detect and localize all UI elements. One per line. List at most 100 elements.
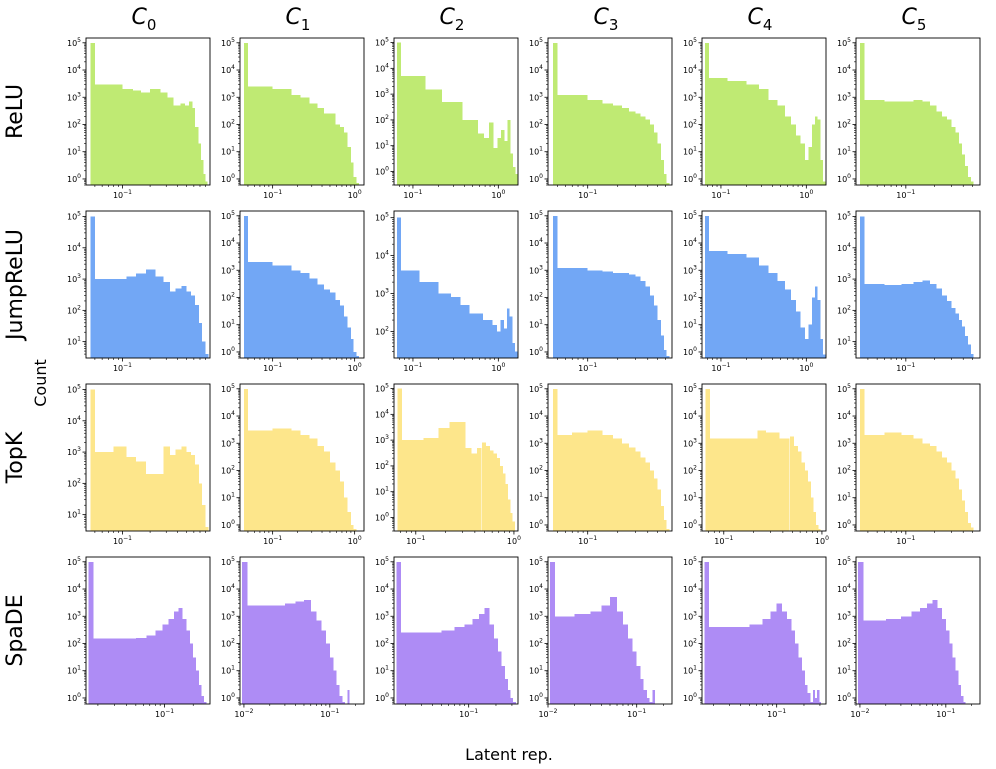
histogram-bar [632, 651, 637, 704]
y-tick-label: 100 [683, 173, 697, 184]
histogram-bar [500, 320, 504, 358]
histogram-bar [804, 159, 809, 185]
y-tick-label: 105 [67, 37, 81, 48]
histogram-bar [484, 608, 490, 704]
y-tick-label: 103 [683, 610, 697, 621]
histogram-bar [272, 265, 292, 358]
histogram-bar [635, 451, 641, 531]
histogram-bar [811, 297, 815, 358]
histogram-bar [657, 143, 661, 185]
histogram-bar [135, 273, 146, 358]
column-title-2: C2 [440, 5, 465, 34]
histogram-bar [553, 388, 558, 531]
histogram-bar [770, 611, 777, 704]
y-tick-label: 105 [221, 210, 235, 221]
y-tick-label: 104 [683, 583, 697, 594]
histogram-bar [205, 527, 209, 531]
panel-spade-c0: 100 101 102 103 104 105 10−1 [67, 556, 211, 719]
histogram-bar [507, 119, 511, 185]
histogram-bar [93, 638, 115, 704]
y-tick-label: 105 [375, 556, 389, 567]
y-tick-label: 101 [683, 492, 697, 503]
histogram-bar [201, 159, 204, 185]
panel-frame [85, 556, 211, 705]
histogram-bar [549, 561, 556, 704]
panel-frame [701, 210, 827, 359]
y-tick-label: 100 [529, 173, 543, 184]
histogram-bars [553, 42, 670, 185]
histogram-bar [423, 438, 439, 531]
histogram-bar [479, 614, 485, 704]
histogram-bar [353, 351, 357, 358]
y-tick-label: 100 [67, 692, 81, 703]
histogram-bar [965, 165, 969, 185]
x-tick-label: 10−1 [767, 708, 786, 719]
histogram-bar [958, 489, 963, 531]
histogram-bar [746, 438, 758, 531]
histogram-bar [572, 95, 588, 185]
panel-frame [393, 210, 519, 359]
panel-topk-c2: 100 101 102 103 104 105 10−1 100 [375, 383, 521, 546]
histogram-bar [704, 42, 709, 185]
y-tick-label: 104 [221, 64, 235, 75]
y-tick-label: 102 [529, 291, 543, 302]
x-tick-label: 100 [348, 362, 362, 373]
histogram-bar [510, 697, 514, 704]
histogram-bars [704, 561, 822, 704]
histogram-bar [800, 327, 805, 358]
histogram-bar [814, 286, 818, 358]
y-tick-label: 104 [837, 583, 851, 594]
x-tick-label: 10−1 [578, 362, 597, 373]
histogram-bar [460, 304, 470, 358]
y-tick-label: 102 [375, 114, 389, 125]
histogram-bar [202, 505, 206, 531]
histogram-bar [709, 627, 730, 704]
histogram-bar [784, 438, 790, 531]
histogram-bar [587, 430, 603, 531]
y-tick-label: 105 [529, 383, 543, 394]
y-tick-label: 103 [375, 610, 389, 621]
x-tick-label: 10−1 [711, 362, 730, 373]
histogram-bar [175, 288, 182, 358]
y-tick-label: 104 [529, 410, 543, 421]
histogram-bar [645, 286, 650, 358]
histogram-bar [329, 462, 336, 531]
y-tick-label: 104 [837, 410, 851, 421]
histogram-bar [186, 630, 190, 704]
histogram-bar [486, 445, 490, 531]
histogram-bar [284, 603, 296, 704]
histogram-bar [504, 141, 508, 185]
histogram-bar [188, 101, 193, 185]
histogram-bar [114, 638, 136, 704]
histogram-bar [949, 643, 953, 704]
histogram-bar [401, 440, 424, 531]
histogram-bar [515, 174, 518, 185]
histogram-bar [636, 665, 641, 704]
histogram-bar [493, 148, 498, 185]
histogram-bar [784, 116, 791, 185]
histogram-bar [88, 561, 94, 704]
y-tick-label: 103 [529, 610, 543, 621]
y-tick-label: 105 [683, 37, 697, 48]
histogram-bar [643, 689, 647, 704]
histogram-bar [309, 103, 318, 185]
histogram-bar [804, 684, 808, 704]
y-tick-label: 103 [529, 264, 543, 275]
panel-frame [547, 37, 673, 186]
x-tick-label: 10−2 [234, 708, 253, 719]
histogram-bar [640, 116, 646, 185]
histogram-bar [317, 284, 324, 358]
histogram-bar [951, 470, 956, 531]
panel-frame [239, 37, 365, 186]
histogram-bar [955, 132, 959, 185]
histogram-bar [184, 105, 189, 185]
panel-frame [547, 210, 673, 359]
histogram-bar [442, 101, 454, 185]
panel-spade-c4: 100 101 102 103 104 105 10−1 [683, 556, 827, 719]
histogram-bar [962, 326, 966, 358]
histogram-bar [970, 354, 974, 358]
histogram-bar [464, 624, 473, 704]
histogram-bar [300, 435, 310, 531]
histogram-bar [553, 42, 558, 185]
histogram-bar [186, 452, 192, 531]
